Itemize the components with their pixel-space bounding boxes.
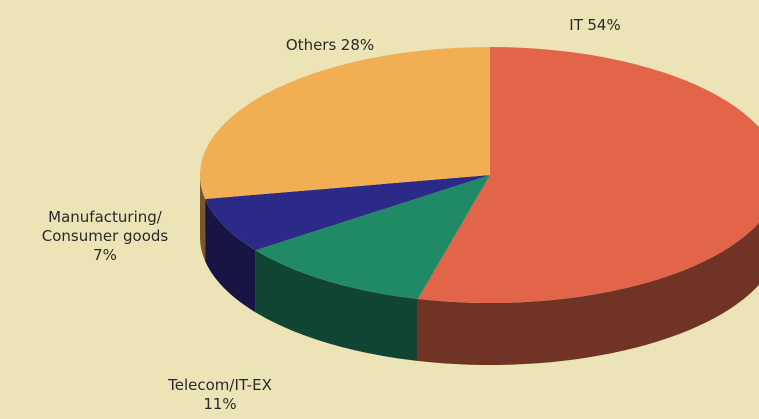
slice — [417, 47, 759, 303]
category-label: Others — [285, 36, 337, 54]
category-label: Telecom/IT-EX — [168, 376, 272, 394]
slice — [255, 175, 490, 299]
slice-side — [200, 175, 206, 261]
slice-label: Telecom/IT-EX 11% — [150, 376, 290, 414]
slice-side — [417, 222, 759, 365]
category-label: Manufacturing/ Consumer goods — [41, 208, 169, 245]
value-label: 11% — [203, 395, 237, 413]
value-label: 28% — [340, 36, 375, 54]
value-label: 54% — [587, 16, 621, 34]
slice — [200, 47, 490, 199]
slice-side — [255, 250, 418, 361]
slice-label: Manufacturing/ Consumer goods 7% — [30, 208, 180, 265]
slice-side — [205, 198, 256, 313]
slice-label: IT 54% — [540, 16, 650, 35]
slice — [205, 175, 490, 251]
value-label: 7% — [93, 246, 117, 264]
category-label: IT — [569, 16, 583, 34]
slice-label: Others 28% — [255, 36, 405, 55]
